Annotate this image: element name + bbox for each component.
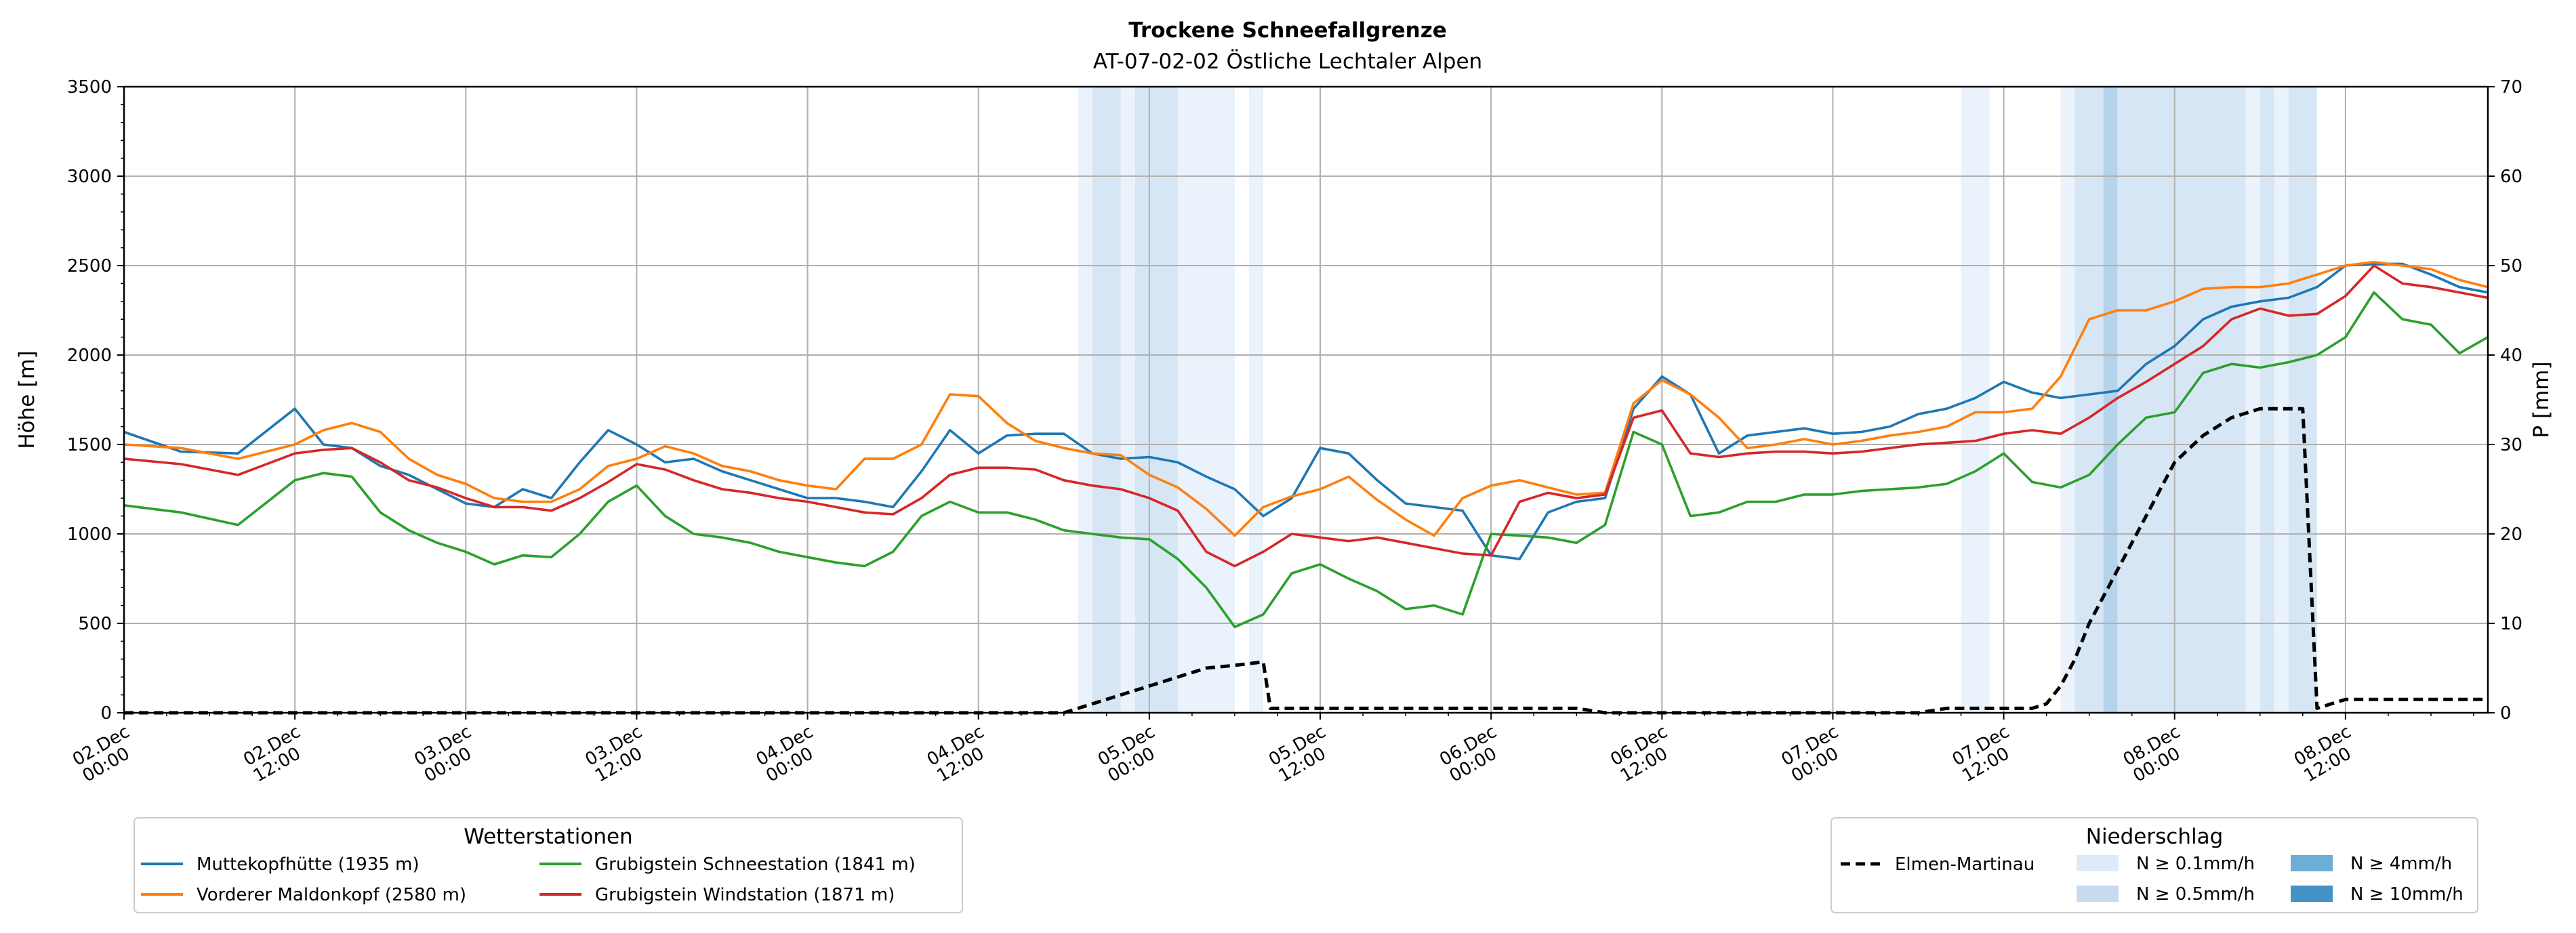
ytick-label-right-5: 50 (2500, 256, 2522, 276)
legend-station-label-2: Grubigstein Schneestation (1841 m) (595, 854, 916, 875)
precip-band-14 (2274, 87, 2289, 713)
ytick-label-left-1: 500 (78, 614, 112, 634)
precip-band-7 (2060, 87, 2075, 713)
legend-precip-swatch-1 (2077, 886, 2119, 902)
ytick-label-left-2: 1000 (67, 524, 112, 545)
chart-title: Trockene Schneefallgrenze (1128, 18, 1447, 43)
plot-frame (123, 85, 2489, 714)
legend-station-label-1: Vorderer Maldonkopf (2580 m) (197, 885, 466, 905)
series-line-0 (123, 262, 2489, 560)
legend-precip-label-3: N ≥ 10mm/h (2350, 884, 2463, 905)
legend-precip-swatch-3 (2291, 886, 2333, 902)
y-axis-label-right: P [mm] (2529, 361, 2554, 438)
precip-band-15 (2288, 87, 2317, 713)
precip-band-10 (2103, 87, 2118, 713)
data-series (123, 260, 2489, 715)
precip-band-12 (2245, 87, 2260, 713)
series-line-4 (124, 407, 2488, 715)
legend-precipitation: Niederschlag Elmen-Martinau N ≥ 0.1mm/h N … (1831, 817, 2478, 913)
precip-band-9 (2089, 87, 2104, 713)
ytick-label-right-1: 10 (2500, 614, 2522, 634)
legend-precip-title: Niederschlag (2086, 825, 2224, 849)
ytick-label-right-4: 40 (2500, 346, 2522, 366)
ytick-label-left-0: 0 (100, 703, 112, 724)
ytick-label-right-0: 0 (2500, 703, 2512, 724)
series-line-2 (123, 291, 2489, 629)
chart-subtitle: AT-07-02-02 Östliche Lechtaler Alpen (1093, 49, 1482, 74)
ytick-label-left-5: 2500 (67, 256, 112, 276)
legend-precip-swatch-0 (2077, 855, 2119, 871)
precip-band-11 (2117, 87, 2246, 713)
precip-band-13 (2260, 87, 2274, 713)
legend-precip-swatch-2 (2291, 855, 2333, 871)
ytick-label-right-6: 60 (2500, 167, 2522, 187)
ytick-label-left-4: 2000 (67, 346, 112, 366)
legend-precip-label-2: N ≥ 4mm/h (2350, 854, 2452, 874)
legend-precip-label-1: N ≥ 0.5mm/h (2136, 884, 2255, 905)
ytick-label-left-7: 3500 (67, 77, 112, 98)
legend-precip-label-0: N ≥ 0.1mm/h (2136, 854, 2255, 874)
y-axis-label-left: Höhe [m] (15, 350, 39, 449)
precip-band-3 (1134, 87, 1178, 713)
precip-band-2 (1120, 87, 1135, 713)
ytick-label-left-6: 3000 (67, 167, 112, 187)
ytick-label-left-3: 1500 (67, 435, 112, 455)
ytick-label-right-3: 30 (2500, 435, 2522, 455)
precip-band-0 (1078, 87, 1092, 713)
ytick-label-right-2: 20 (2500, 524, 2522, 545)
series-line-1 (123, 260, 2489, 537)
series-line-3 (123, 264, 2489, 568)
legend-station-label-3: Grubigstein Windstation (1871 m) (595, 885, 895, 905)
precip-band-8 (2074, 87, 2089, 713)
precip-band-6 (1961, 87, 1990, 713)
ytick-label-right-7: 70 (2500, 77, 2522, 98)
legend-stations-title: Wetterstationen (464, 825, 632, 849)
precip-band-4 (1177, 87, 1235, 713)
legend-station-label-0: Muttekopfhütte (1935 m) (197, 854, 420, 875)
legend-precip-series-label: Elmen-Martinau (1895, 854, 2035, 875)
precip-band-1 (1092, 87, 1121, 713)
legend-stations: Wetterstationen Muttekopfhütte (1935 m) V… (134, 817, 963, 913)
